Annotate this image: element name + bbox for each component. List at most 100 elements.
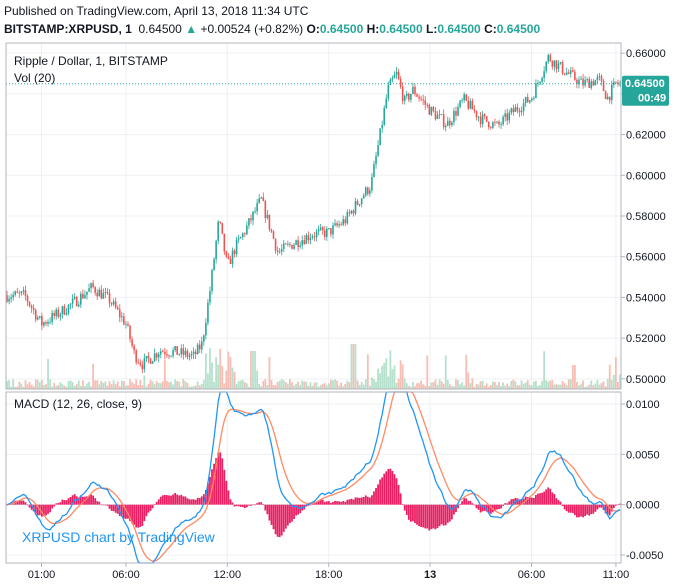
candle-body bbox=[125, 323, 127, 325]
volume-bar bbox=[502, 382, 505, 389]
volume-bar bbox=[155, 381, 158, 389]
macd-histogram-bar bbox=[16, 500, 19, 505]
macd-histogram-bar bbox=[368, 497, 371, 505]
macd-histogram-bar bbox=[102, 504, 105, 506]
candle-body bbox=[155, 353, 158, 358]
candle-body bbox=[188, 355, 191, 357]
volume-bar bbox=[278, 380, 281, 389]
candle-body bbox=[547, 55, 550, 62]
volume-bar bbox=[563, 383, 566, 389]
volume-bar bbox=[151, 381, 154, 389]
macd-histogram-bar bbox=[409, 504, 412, 522]
candle-body bbox=[354, 201, 357, 214]
macd-histogram-bar bbox=[512, 499, 515, 505]
candle-body bbox=[196, 344, 199, 355]
volume-bar bbox=[338, 385, 341, 389]
macd-histogram-bar bbox=[215, 458, 218, 505]
macd-axis[interactable]: 0.0100 0.0050 0.0000 -0.0050 bbox=[621, 399, 663, 562]
candle-body bbox=[526, 97, 529, 103]
volume-bar bbox=[120, 380, 123, 389]
volume-bar bbox=[184, 381, 187, 389]
macd-histogram-bar bbox=[334, 500, 336, 505]
candle-body bbox=[580, 78, 582, 80]
volume-bar bbox=[86, 383, 88, 389]
volume-bar bbox=[256, 370, 259, 389]
candle-body bbox=[129, 325, 131, 340]
macd-histogram-bar bbox=[276, 504, 279, 537]
volume-bar bbox=[223, 383, 226, 389]
volume-bar bbox=[284, 382, 287, 389]
volume-bar bbox=[297, 381, 300, 389]
volume-bar bbox=[571, 365, 574, 389]
volume-bar bbox=[459, 384, 461, 389]
macd-histogram-bar bbox=[157, 499, 160, 505]
candle-body bbox=[395, 71, 398, 75]
volume-bar bbox=[438, 379, 441, 389]
macd-histogram-bar bbox=[617, 504, 619, 506]
candle-body bbox=[241, 233, 244, 237]
time-axis[interactable]: 01:00 06:00 12:00 18:00 13 06:00 11:00 bbox=[28, 563, 630, 581]
volume-bar bbox=[219, 348, 222, 389]
volume-bar bbox=[178, 381, 181, 389]
volume-bar bbox=[368, 385, 371, 389]
macd-histogram-bar bbox=[219, 452, 222, 505]
macd-histogram-bar bbox=[190, 499, 193, 505]
candle-body bbox=[116, 307, 119, 310]
candle-body bbox=[364, 187, 367, 196]
volume-bar bbox=[327, 383, 330, 389]
volume-bar bbox=[43, 384, 45, 389]
candle-body bbox=[293, 244, 295, 249]
volume-bar bbox=[280, 379, 283, 389]
candle-body bbox=[350, 210, 353, 214]
macd-histogram-bar bbox=[604, 504, 607, 514]
volume-bar bbox=[241, 379, 244, 389]
volume-bar bbox=[366, 354, 369, 389]
macd-histogram-bar bbox=[252, 504, 254, 506]
macd-histogram-bar bbox=[444, 504, 447, 526]
volume-bar bbox=[321, 384, 324, 389]
volume-bar bbox=[547, 381, 550, 389]
candle-body bbox=[80, 293, 82, 305]
volume-bar bbox=[125, 385, 127, 389]
macd-histogram-bar bbox=[110, 504, 113, 511]
candle-body bbox=[151, 361, 154, 364]
candle-body bbox=[170, 355, 172, 357]
candle-body bbox=[252, 211, 254, 221]
volume-bar bbox=[532, 381, 535, 389]
volume-bar bbox=[610, 379, 613, 389]
volume-bar bbox=[334, 379, 336, 389]
macd-histogram-bar bbox=[45, 504, 47, 516]
volume-bar bbox=[98, 384, 101, 389]
volume-bar bbox=[311, 385, 314, 389]
macd-histogram-bar bbox=[239, 504, 242, 507]
macd-histogram-bar bbox=[528, 497, 531, 505]
volume-bar bbox=[576, 381, 578, 389]
volume-bar bbox=[336, 380, 338, 389]
macd-histogram-bar bbox=[391, 470, 394, 505]
macd-histogram-bar bbox=[614, 504, 617, 506]
candle-body bbox=[12, 294, 14, 298]
candle-body bbox=[531, 98, 533, 101]
time-tick-label: 11:00 bbox=[603, 569, 630, 581]
candle-body bbox=[346, 212, 349, 224]
macd-histogram-bar bbox=[418, 504, 420, 527]
open-label: O: bbox=[306, 22, 320, 36]
candle-body bbox=[399, 79, 402, 87]
volume-bar bbox=[407, 385, 410, 389]
candle-body bbox=[295, 240, 297, 245]
macd-histogram-bar bbox=[582, 504, 584, 518]
macd-histogram-bar bbox=[100, 504, 103, 506]
macd-histogram-bar bbox=[502, 504, 505, 506]
volume-bar bbox=[551, 380, 554, 389]
volume-bar bbox=[182, 378, 185, 389]
volume-bar bbox=[434, 379, 437, 389]
volume-bar bbox=[494, 382, 496, 389]
candle-body bbox=[307, 235, 310, 240]
volume-bar bbox=[375, 381, 377, 389]
candle-body bbox=[549, 55, 552, 62]
volume-bar bbox=[446, 379, 449, 389]
candle-body bbox=[387, 85, 390, 99]
volume-bar bbox=[198, 385, 201, 389]
volume-bar bbox=[172, 384, 174, 389]
